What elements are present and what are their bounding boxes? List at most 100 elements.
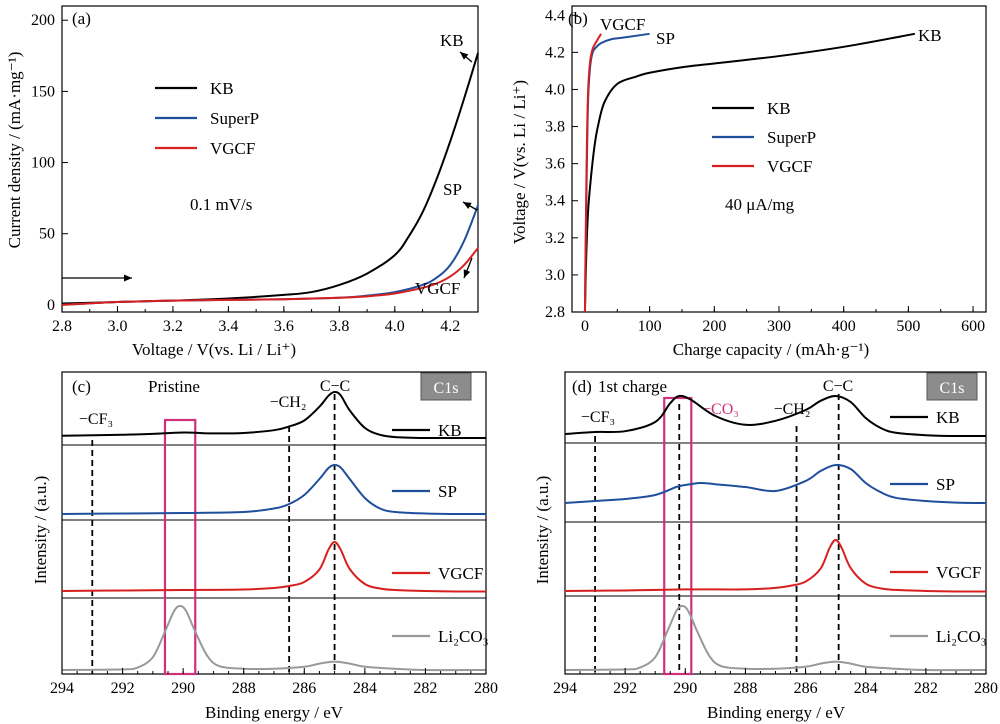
panel-b-annot-vgcf: VGCF <box>600 15 645 34</box>
panel-c-label: (c) <box>72 377 91 396</box>
panel-a-xtick-label: 4.0 <box>385 318 405 335</box>
panel-d-series-kb <box>564 394 987 438</box>
panel-a-ytick-label: 200 <box>31 12 55 29</box>
panel-a-annot-sp: SP <box>443 180 462 199</box>
panel-a-ylabel: Current density / (mA·mg⁻¹) <box>5 52 24 249</box>
panel-b-ytick-label: 3.8 <box>545 119 565 136</box>
panel-a-annot-vgcf: VGCF <box>415 279 460 298</box>
panel-d-xlabel: Binding energy / eV <box>707 703 846 722</box>
panel-c-xtick-label: 284 <box>353 680 377 697</box>
panel-a-frame <box>61 5 479 313</box>
panel-a-xtick-label: 4.2 <box>440 318 460 335</box>
panel-b-xtick-label: 400 <box>832 318 856 335</box>
panel-d-legend-label: VGCF <box>936 563 981 582</box>
panel-c-ref-label: −CH₂ <box>270 394 307 411</box>
panel-b-ytick-label: 3.4 <box>545 193 565 210</box>
panel-a-xtick-label: 3.6 <box>274 318 294 335</box>
panel-d-xtick-label: 286 <box>794 680 818 697</box>
panel-b-series-kb <box>583 32 916 313</box>
panel-d-sample: 1st charge <box>598 377 667 396</box>
panel-b: 0 100 200 300 400 500 600 2.8 3.0 3.2 3.4 3.6 3.8 4.0… <box>510 5 987 359</box>
panel-c-xlabel: Binding energy / eV <box>205 703 344 722</box>
panel-a-label: (a) <box>72 9 91 28</box>
panel-d-ylabel: Intensity / (a.u.) <box>533 476 552 585</box>
panel-d-legend-label: Li₂CO₃ <box>936 627 987 646</box>
panel-a-series-vgcf <box>61 247 479 306</box>
panel-c-badge <box>420 372 472 401</box>
panel-a-arrow-scan-head <box>124 274 132 282</box>
panel-b-ytick-label: 4.2 <box>545 44 565 61</box>
panel-b-ytick-label: 3.0 <box>545 267 565 284</box>
panel-c-legend-label: Li₂CO₃ <box>438 627 489 646</box>
panel-d-series-sp <box>564 463 987 504</box>
panel-b-series-vgcf <box>583 33 602 313</box>
panel-b-label: (b) <box>568 9 588 28</box>
panel-c-series-sp <box>61 463 487 516</box>
panel-a-ytick-label: 150 <box>31 83 55 100</box>
panel-a-legend-label: VGCF <box>210 139 255 158</box>
panel-b-xtick-label: 100 <box>638 318 662 335</box>
panel-b-ytick-label: 3.6 <box>545 156 565 173</box>
panel-b-legend-label: KB <box>767 99 791 118</box>
panel-a-ytick-label: 0 <box>47 297 55 314</box>
panel-a-legend-label: SuperP <box>210 109 259 128</box>
panel-c-legend-label: VGCF <box>438 564 483 583</box>
panel-c-highlight-box <box>163 418 197 676</box>
panel-a: 2.8 3.0 3.2 3.4 3.6 3.8 4.0 4.2 0 50 100 150 200 KB Su… <box>5 5 479 359</box>
panel-b-annot-sp: SP <box>656 29 675 48</box>
panel-d-series-vgcf <box>564 538 987 593</box>
panel-d-ref-label: C−C <box>823 378 853 395</box>
panel-c-series-kb <box>61 390 486 440</box>
panel-a-annotation: 0.1 mV/s <box>190 195 252 214</box>
panel-a-xtick-label: 3.8 <box>329 318 349 335</box>
panel-c-badge-text: C1s <box>434 380 459 397</box>
panel-a-xlabel: Voltage / V(vs. Li / Li⁺) <box>132 340 296 359</box>
panel-b-annotation: 40 μA/mg <box>725 195 795 214</box>
panel-b-ytick-label: 4.0 <box>545 81 565 98</box>
panel-a-arrow-sp-head <box>463 202 472 210</box>
panel-c-xtick-label: 290 <box>171 680 195 697</box>
panel-d-xtick-label: 280 <box>974 680 998 697</box>
panel-d-series-li2co3 <box>564 604 987 672</box>
panel-b-xtick-label: 200 <box>702 318 726 335</box>
panel-a-plot-area: 2.8 3.0 3.2 3.4 3.6 3.8 4.0 4.2 0 50 100 150 200 KB Su… <box>31 5 479 335</box>
panel-c-ref-label: C−C <box>320 378 350 395</box>
panel-d-xtick-label: 282 <box>914 680 938 697</box>
panel-a-arrow-vgcf-head <box>463 269 471 278</box>
panel-b-legend-label: VGCF <box>767 157 812 176</box>
panel-a-xtick-label: 3.0 <box>107 318 127 335</box>
panel-d-xtick-label: 292 <box>613 680 637 697</box>
panel-d-badge <box>926 372 978 401</box>
panel-c-xtick-label: 280 <box>474 680 498 697</box>
panel-b-ytick-label: 3.2 <box>545 230 565 247</box>
panel-d-legend-label: KB <box>936 408 960 427</box>
panel-d-highlight-box <box>663 396 693 676</box>
panel-c-xtick-label: 292 <box>111 680 135 697</box>
panel-c-xtick-label: 294 <box>50 680 74 697</box>
panel-b-annot-kb: KB <box>918 26 942 45</box>
panel-a-xtick-label: 3.4 <box>218 318 238 335</box>
panel-d-xtick-label: 284 <box>854 680 878 697</box>
panel-b-ytick-label: 4.4 <box>545 7 565 24</box>
panel-b-xtick-label: 600 <box>961 318 985 335</box>
panel-b-xtick-label: 500 <box>896 318 920 335</box>
panel-c-xtick-label: 288 <box>232 680 256 697</box>
panel-a-annot-kb: KB <box>440 31 464 50</box>
panel-d-plot-area: −CF₃ −CO₃ −CH₂ C−C KB SP VGCF Li₂CO₃ 294 292 290 28… <box>553 371 998 697</box>
panel-c-ref-label: −CF₃ <box>79 411 113 428</box>
panel-d-xtick-label: 288 <box>733 680 757 697</box>
panel-d-xtick-label: 294 <box>553 680 577 697</box>
panel-b-legend-label: SuperP <box>767 128 816 147</box>
panel-d-xtick-label: 290 <box>673 680 697 697</box>
panel-c: −CF₃ −CH₂ C−C KB SP VGCF Li₂CO₃ 294 292 290 288 286… <box>31 371 498 722</box>
panel-c-series-li2co3 <box>61 604 487 672</box>
panel-d-badge-text: C1s <box>940 380 965 397</box>
panel-b-xlabel: Charge capacity / (mAh·g⁻¹) <box>673 340 869 359</box>
panel-d-ref-label: −CH₂ <box>774 401 811 418</box>
panel-d-legend-label: SP <box>936 475 955 494</box>
panel-b-xtick-label: 0 <box>581 318 589 335</box>
panel-a-legend-label: KB <box>210 79 234 98</box>
panel-c-xtick-label: 286 <box>292 680 316 697</box>
